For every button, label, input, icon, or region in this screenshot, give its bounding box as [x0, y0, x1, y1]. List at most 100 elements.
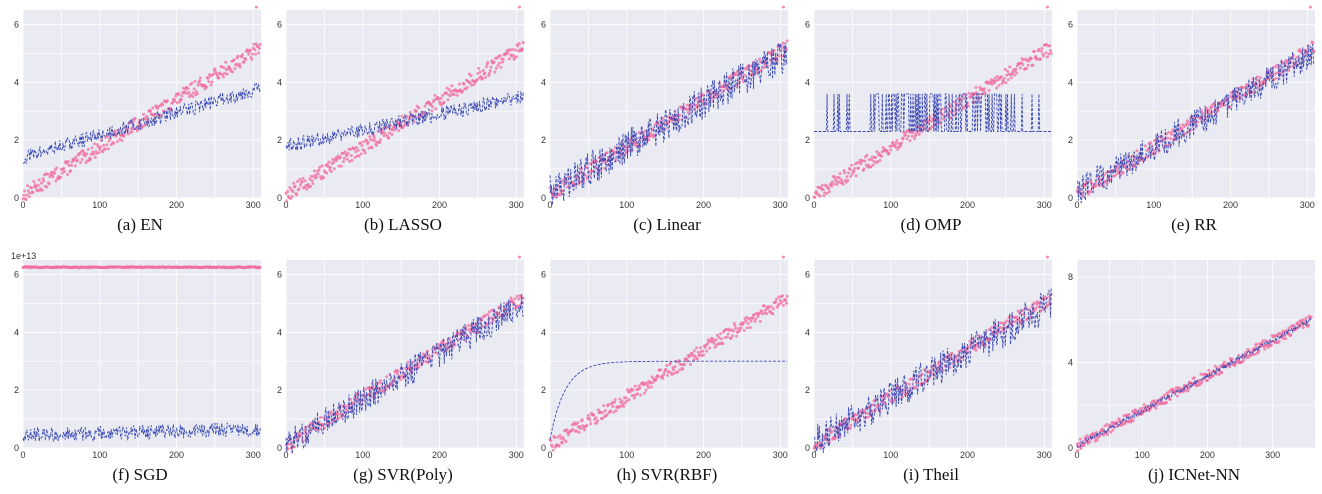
- actual-point: [318, 165, 322, 169]
- chart-panel: 0 100 200 300 0 2 4 6 (i) Theil: [800, 254, 1062, 494]
- actual-point: [952, 100, 956, 104]
- y-tick-label: 0: [277, 443, 282, 453]
- actual-point: [771, 312, 775, 316]
- actual-point: [209, 83, 213, 87]
- actual-point: [312, 169, 316, 173]
- prediction-series: [814, 93, 1052, 132]
- actual-point: [580, 418, 584, 422]
- actual-point: [1305, 316, 1309, 320]
- actual-point: [293, 184, 297, 188]
- actual-point: [1158, 402, 1162, 406]
- actual-point: [1115, 166, 1119, 170]
- y-tick-label: 6: [277, 19, 282, 29]
- actual-point: [388, 131, 392, 135]
- actual-point: [758, 319, 762, 323]
- actual-point: [679, 363, 683, 367]
- actual-point: [758, 311, 762, 315]
- y-tick-label: 4: [277, 327, 282, 337]
- actual-point: [434, 107, 438, 111]
- actual-point: [329, 411, 333, 415]
- actual-point: [748, 326, 752, 330]
- actual-point: [1263, 347, 1267, 351]
- actual-point: [903, 133, 907, 137]
- actual-point: [890, 144, 894, 148]
- actual-point: [225, 72, 229, 76]
- actual-point: [1303, 318, 1307, 322]
- actual-point: [717, 336, 721, 340]
- y-tick-label: 8: [1068, 272, 1073, 282]
- actual-point: [647, 138, 651, 142]
- actual-point: [594, 416, 598, 420]
- actual-point: [719, 337, 723, 341]
- actual-point: [1033, 308, 1037, 312]
- prediction-series: [813, 288, 1052, 454]
- gridlines: [285, 10, 524, 199]
- actual-point: [1022, 313, 1026, 317]
- actual-point: [1252, 90, 1256, 94]
- actual-point: [586, 413, 590, 417]
- actual-point: [379, 381, 383, 385]
- actual-point: [59, 175, 63, 179]
- actual-point: [1274, 76, 1278, 80]
- subfigure-caption: (f) SGD: [112, 465, 168, 484]
- actual-point: [337, 416, 341, 420]
- actual-point: [1093, 184, 1097, 188]
- actual-point: [345, 154, 349, 158]
- plot-area: [1077, 260, 1315, 448]
- actual-point: [311, 182, 315, 186]
- actual-point: [491, 319, 495, 323]
- actual-point: [665, 363, 669, 367]
- actual-point: [191, 95, 195, 99]
- actual-point: [198, 76, 202, 80]
- chart-svg: 0 100 200 300 0 2 4 6 1e+13: [11, 251, 262, 460]
- actual-point: [339, 403, 343, 407]
- actual-point: [39, 181, 43, 185]
- actual-point: [40, 188, 44, 192]
- actual-point: [21, 197, 25, 201]
- actual-point: [511, 53, 515, 57]
- prediction-line: [22, 422, 261, 443]
- actual-point: [745, 67, 749, 71]
- actual-point: [32, 180, 36, 184]
- actual-point: [468, 81, 472, 85]
- actual-point: [973, 346, 977, 350]
- actual-point: [461, 89, 465, 93]
- actual-point: [889, 148, 893, 152]
- actual-point: [1207, 368, 1211, 372]
- actual-point: [250, 57, 254, 61]
- actual-point: [990, 82, 994, 86]
- actual-point: [677, 359, 681, 363]
- actual-point: [381, 130, 385, 134]
- actual-point: [397, 129, 401, 133]
- actual-point: [183, 89, 187, 93]
- actual-point: [508, 48, 512, 52]
- actual-point: [667, 370, 671, 374]
- actual-point: [257, 51, 261, 55]
- actual-point: [483, 71, 487, 75]
- actual-point: [845, 175, 849, 179]
- actual-point: [69, 163, 73, 167]
- actual-point: [107, 139, 111, 143]
- actual-point: [731, 329, 735, 333]
- actual-point: [215, 73, 219, 77]
- actual-point: [382, 389, 386, 393]
- actual-point: [843, 417, 847, 421]
- actual-point: [681, 367, 685, 371]
- actual-point: [513, 297, 517, 301]
- actual-point: [859, 162, 863, 166]
- actual-point: [1089, 190, 1093, 194]
- actual-point: [1095, 438, 1099, 442]
- actual-point: [575, 429, 579, 433]
- actual-point: [767, 305, 771, 309]
- x-tick-label: 100: [619, 450, 634, 460]
- actual-point: [862, 167, 866, 171]
- y-tick-label: 0: [1068, 193, 1073, 203]
- actual-point: [1142, 403, 1146, 407]
- actual-point: [781, 294, 785, 298]
- actual-point: [887, 151, 891, 155]
- actual-point: [458, 82, 462, 86]
- chart-panel: 0 100 200 300 0 2 4 6 (b) LASSO: [272, 4, 534, 244]
- actual-point: [869, 165, 873, 169]
- actual-point: [378, 138, 382, 142]
- actual-point: [994, 79, 998, 83]
